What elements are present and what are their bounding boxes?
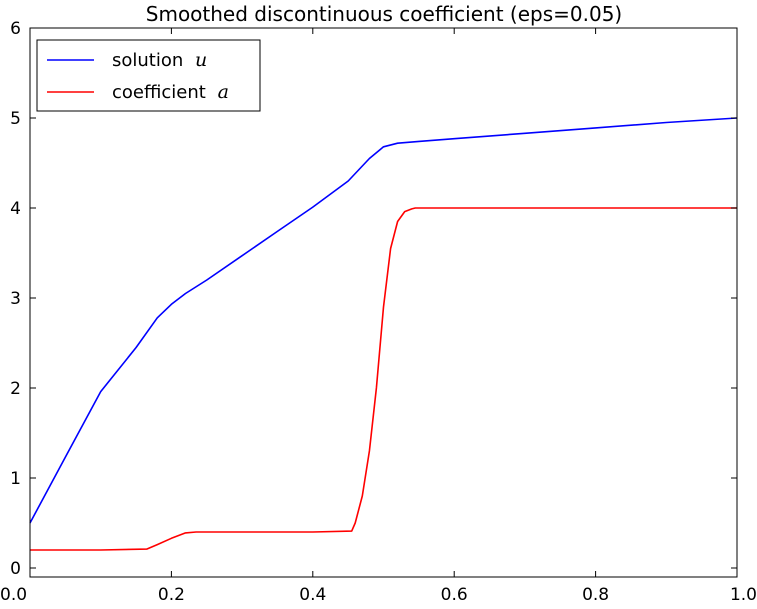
legend-name-solution: solution xyxy=(112,50,183,71)
y-tick-label: 1 xyxy=(10,469,21,489)
series-line-solution xyxy=(29,117,738,524)
chart-title: Smoothed discontinuous coefficient (eps=… xyxy=(146,2,622,26)
y-tick-label: 6 xyxy=(10,19,21,39)
series-layer xyxy=(29,117,738,551)
legend: solution u coefficient a xyxy=(36,39,261,112)
plot-frame xyxy=(29,27,738,578)
legend-label-coefficient: coefficient a xyxy=(112,81,229,103)
x-tick-label: 0.2 xyxy=(158,585,185,605)
x-tick-label: 0.6 xyxy=(441,585,468,605)
legend-name-coefficient: coefficient xyxy=(112,82,206,103)
y-tick-label: 2 xyxy=(10,379,21,399)
y-tick-label: 4 xyxy=(10,199,21,219)
legend-label-solution: solution u xyxy=(112,49,207,71)
legend-var-coefficient: a xyxy=(218,81,229,103)
legend-box xyxy=(36,39,261,112)
x-tick-label: 0.8 xyxy=(582,585,609,605)
x-tick-label: 0.4 xyxy=(299,585,326,605)
x-tick-label: 1.0 xyxy=(730,585,757,605)
x-tick-label: 0.0 xyxy=(0,585,27,605)
ticks-layer: 0.0 0.2 0.4 0.6 0.8 1.0 0 1 2 3 4 5 6 xyxy=(0,19,757,605)
y-tick-label: 3 xyxy=(10,289,21,309)
y-tick-label: 5 xyxy=(10,109,21,129)
legend-var-solution: u xyxy=(195,49,207,71)
y-tick-label: 0 xyxy=(10,559,21,579)
series-line-coefficient xyxy=(30,207,737,551)
